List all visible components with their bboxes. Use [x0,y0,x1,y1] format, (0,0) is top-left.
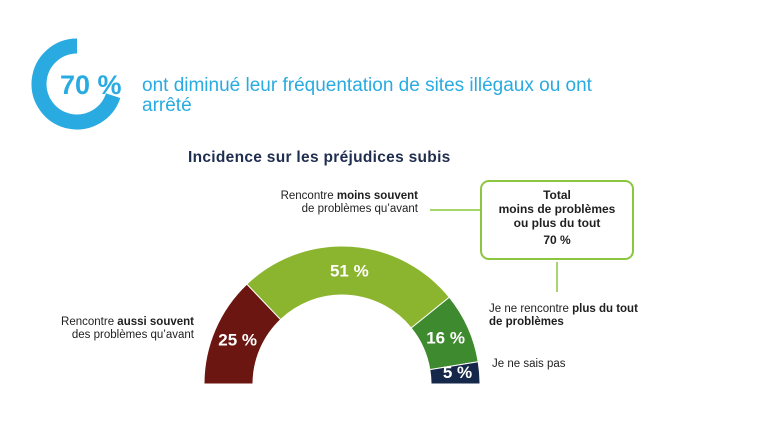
slice-3 [429,361,481,385]
label-aussi-prefix: Rencontre [61,316,118,328]
label-moins-souvent: Rencontre moins souvent de problèmes qu’… [256,190,418,216]
label-plus-bold: plus du tout [572,303,638,315]
slice-label-2: 16 % [426,329,465,348]
total-line3: ou plus du tout [513,216,601,230]
label-aussi-rest: des problèmes qu’avant [71,329,194,341]
label-aussi-souvent: Rencontre aussi souvent des problèmes qu… [20,316,194,342]
slice-1 [246,245,450,329]
slice-label-0: 25 % [218,330,257,349]
label-moins-bold: moins souvent [336,190,418,202]
label-plus-du-tout: Je ne rencontre plus du tout de problème… [489,303,699,329]
label-moins-prefix: Rencontre [280,190,337,202]
headline-percent: 70 % [60,70,122,100]
label-ne-sais-pas: Je ne sais pas [492,358,566,370]
label-aussi-bold: aussi souvent [117,316,194,328]
total-box: Total moins de problèmes ou plus du tout… [480,180,634,260]
label-plus-rest: de problèmes [489,316,564,328]
label-plus-prefix: Je ne rencontre [489,303,573,315]
total-line1: Total [543,188,571,202]
total-line2: moins de problèmes [498,202,616,216]
ring-arc [31,38,121,130]
label-moins-rest: de problèmes qu’avant [301,203,418,215]
chart-title: Incidence sur les préjudices subis [188,149,451,166]
total-value: 70 % [543,233,571,247]
headline-text: ont diminué leur fréquentation de sites … [142,75,592,116]
slice-label-3: 5 % [443,363,472,382]
slice-label-1: 51 % [330,262,369,281]
